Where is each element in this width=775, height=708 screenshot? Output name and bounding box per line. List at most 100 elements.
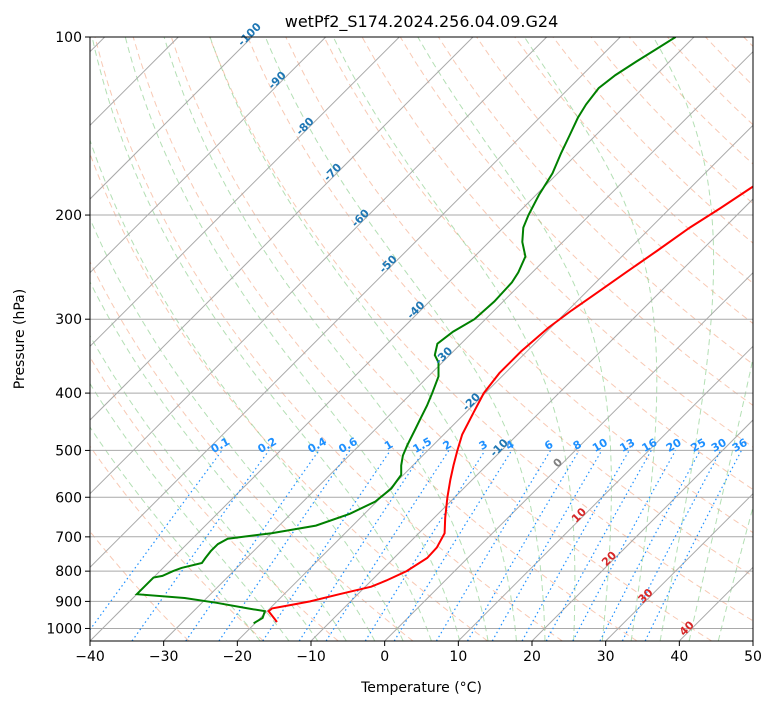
y-tick-label: 500 (55, 443, 82, 459)
isotherm-line (90, 37, 474, 421)
mixing-ratio-line (90, 450, 223, 631)
mixing-ratio-line (599, 450, 701, 641)
isotherm-line (90, 37, 253, 200)
plot-frame (89, 36, 754, 642)
x-tick-label: 40 (670, 649, 688, 665)
dry-adiabat (209, 37, 753, 622)
mixing-ratio-line (435, 450, 552, 641)
moist-adiabat (417, 37, 612, 641)
mixing-ratio-label: 20 (664, 436, 684, 455)
mixing-ratio-line (572, 450, 677, 641)
x-tick-label: 0 (380, 649, 389, 665)
moist-adiabat (90, 426, 261, 641)
mixing-ratio-label: 0.6 (336, 435, 360, 456)
dry-adiabat-label: -60 (349, 206, 372, 229)
x-tick-label: −10 (296, 649, 326, 665)
chart-title: wetPf2_S174.2024.256.04.09.G24 (285, 12, 559, 32)
x-tick-label: 30 (597, 649, 615, 665)
mixing-ratio-label: 0.2 (256, 435, 279, 456)
isotherm-line (90, 37, 695, 641)
moist-adiabat-label: 40 (677, 618, 697, 638)
mixing-ratio-label: 10 (590, 436, 610, 455)
y-tick-label: 700 (55, 530, 82, 546)
dry-adiabat (247, 37, 753, 577)
x-tick-label: 10 (449, 649, 467, 665)
mixing-ratio-line (218, 450, 351, 641)
y-tick-label: 400 (55, 386, 82, 402)
ticks-layer: −40 −30 −20 −10 0 10 20 30 40 50 100 200 300 400 500 60… (46, 30, 762, 665)
moist-adiabat (209, 37, 517, 641)
dry-adiabat (667, 37, 753, 126)
moist-adiabat (264, 37, 546, 641)
y-tick-label: 1000 (46, 621, 82, 637)
moist-adiabat (124, 37, 461, 641)
dry-adiabat-label: -40 (404, 298, 427, 321)
dry-adiabat (705, 37, 753, 87)
moist-adiabat (688, 355, 753, 641)
y-tick-label: 800 (55, 564, 82, 580)
y-tick-label: 300 (55, 312, 82, 328)
mixing-ratio-line (298, 450, 425, 641)
mixing-ratio-label: 1.5 (411, 435, 434, 456)
mixing-ratio-line (131, 450, 270, 641)
mixing-ratio-line (185, 450, 320, 641)
mixing-ratio-label: 13 (618, 436, 638, 455)
isotherm-line (605, 492, 753, 641)
dry-adiabat (514, 37, 753, 284)
dry-adiabat (90, 260, 414, 641)
isotherm-line (752, 640, 753, 641)
moist-adiabat-label: 20 (599, 549, 619, 569)
dry-adiabat (170, 37, 712, 641)
mixing-ratio-label: 16 (640, 436, 660, 455)
dry-adiabat (323, 37, 753, 491)
moist-adiabat (90, 382, 290, 641)
mixing-ratio-line (466, 450, 580, 641)
dry-adiabat (90, 530, 190, 641)
mixing-ratio-line (325, 450, 450, 641)
grid-layer (90, 37, 753, 641)
dry-adiabat-label: -100 (235, 20, 264, 49)
dry-adiabat (94, 37, 563, 641)
mixing-ratio-line (262, 450, 391, 641)
x-tick-label: 20 (523, 649, 541, 665)
isotherm-line (236, 124, 753, 641)
dry-adiabat-label: -50 (377, 252, 400, 275)
dry-adiabat-label: -20 (460, 390, 483, 413)
mixing-ratio-label: 25 (689, 436, 709, 455)
moist-adiabat (90, 138, 404, 641)
moist-adiabat (652, 37, 715, 641)
mixing-ratio-label: 36 (730, 436, 750, 455)
temperature-profile-line (267, 185, 753, 623)
dry-adiabat (743, 37, 753, 48)
dry-adiabat (90, 152, 488, 641)
x-axis-label: Temperature (°C) (360, 680, 482, 696)
dry-adiabat (437, 37, 753, 365)
y-axis-label: Pressure (hPa) (12, 289, 28, 389)
x-tick-label: 50 (744, 649, 762, 665)
isotherm-line (90, 37, 548, 495)
mixing-ratio-label: 0.1 (209, 435, 232, 456)
moist-adiabat (332, 37, 576, 641)
dry-adiabat (90, 356, 339, 641)
dry-adiabat (285, 37, 753, 534)
mixing-ratio-line (545, 450, 652, 641)
dry-adiabat (476, 37, 753, 325)
dry-adiabat (132, 37, 638, 641)
isotherm-line (384, 271, 753, 641)
moist-adiabat (91, 37, 432, 641)
isotherm-line (163, 50, 753, 641)
dry-adiabat (590, 37, 753, 205)
y-tick-label: 200 (55, 208, 82, 224)
x-tick-label: −40 (75, 649, 105, 665)
mixing-ratio-line (644, 450, 743, 641)
moist-adiabat (90, 217, 376, 641)
dry-adiabat-label: -80 (293, 115, 316, 138)
mixing-ratio-label: 0.4 (306, 435, 330, 456)
isotherm-line (310, 198, 753, 641)
isotherm-line (90, 37, 621, 569)
isotherm-line (531, 419, 753, 641)
mixing-ratio-label: 30 (709, 436, 729, 455)
y-tick-label: 600 (55, 490, 82, 506)
x-tick-label: −30 (149, 649, 179, 665)
